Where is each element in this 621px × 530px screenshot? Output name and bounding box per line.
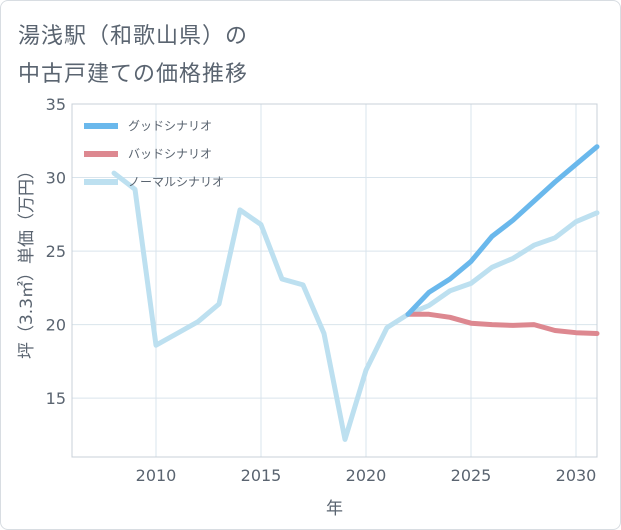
- y-tick-label: 20: [46, 316, 66, 335]
- x-tick-label: 2010: [136, 466, 177, 485]
- series-line-1: [405, 311, 600, 336]
- series-line-2: [111, 170, 600, 442]
- x-tick-label: 2025: [451, 466, 492, 485]
- series-line-0: [405, 144, 600, 317]
- chart-title-line-1: 湯浅駅（和歌山県）の: [18, 24, 249, 49]
- chart-title-line-2: 中古戸建ての価格推移: [18, 62, 249, 87]
- plot-border: [71, 103, 598, 458]
- x-axis-label: 年: [326, 499, 343, 519]
- y-tick-label: 15: [46, 389, 66, 408]
- y-axis-label: 坪（3.3㎡）単価（万円）: [17, 162, 37, 359]
- legend-label-1: バッドシナリオ: [128, 147, 212, 161]
- series-lines: [111, 144, 600, 442]
- legend-label-2: ノーマルシナリオ: [128, 175, 224, 189]
- y-tick-label: 25: [46, 242, 66, 261]
- y-tick-label: 35: [46, 95, 66, 114]
- x-tick-label: 2020: [346, 466, 387, 485]
- legend-label-0: グッドシナリオ: [128, 119, 212, 133]
- x-tick-label: 2015: [241, 466, 282, 485]
- y-tick-label: 30: [46, 169, 66, 188]
- x-tick-label: 2030: [556, 466, 597, 485]
